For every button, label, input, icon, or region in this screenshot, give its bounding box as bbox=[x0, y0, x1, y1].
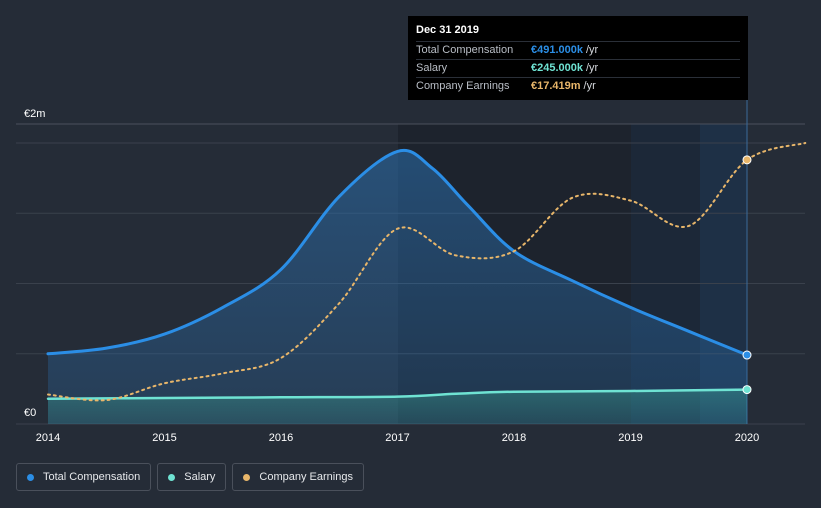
tooltip-label: Company Earnings bbox=[416, 80, 510, 92]
y-tick-label: €0 bbox=[24, 407, 36, 419]
tooltip-unit: /yr bbox=[583, 80, 596, 92]
legend-dot-icon bbox=[168, 473, 176, 481]
x-tick-label: 2017 bbox=[385, 432, 409, 444]
series-marker bbox=[742, 350, 752, 360]
tooltip-row-salary: Salary €245.000k /yr bbox=[416, 59, 740, 77]
tooltip-unit: /yr bbox=[586, 62, 599, 74]
tooltip-row-total: Total Compensation €491.000k /yr bbox=[416, 41, 740, 59]
legend-item-company-earnings[interactable]: Company Earnings bbox=[232, 463, 364, 491]
series-line bbox=[46, 388, 749, 400]
x-tick-label: 2020 bbox=[735, 432, 759, 444]
series-line bbox=[47, 142, 807, 402]
x-tick-label: 2014 bbox=[36, 432, 60, 444]
tooltip-value: €17.419m bbox=[531, 80, 581, 92]
legend-item-total-compensation[interactable]: Total Compensation bbox=[16, 463, 152, 491]
legend-label: Company Earnings bbox=[259, 471, 353, 483]
legend-dot-icon bbox=[27, 473, 34, 481]
x-tick-label: 2019 bbox=[618, 432, 642, 444]
legend-label: Total Compensation bbox=[43, 471, 141, 483]
series-marker bbox=[742, 385, 752, 395]
tooltip-unit: /yr bbox=[586, 44, 599, 56]
tooltip-row-earnings: Company Earnings €17.419m /yr bbox=[416, 77, 740, 95]
tooltip: Dec 31 2019 Total Compensation €491.000k… bbox=[408, 16, 748, 100]
tooltip-label: Total Compensation bbox=[416, 44, 514, 56]
legend: Total Compensation Salary Company Earnin… bbox=[16, 463, 364, 491]
x-tick-label: 2015 bbox=[152, 432, 176, 444]
series-area bbox=[48, 150, 747, 424]
tooltip-title: Dec 31 2019 bbox=[416, 24, 479, 36]
legend-label: Salary bbox=[184, 471, 216, 483]
x-tick-label: 2016 bbox=[269, 432, 293, 444]
tooltip-label: Salary bbox=[416, 62, 448, 74]
tooltip-value: €491.000k bbox=[531, 44, 583, 56]
legend-item-salary[interactable]: Salary bbox=[157, 463, 227, 491]
legend-dot-icon bbox=[243, 473, 251, 481]
x-tick-label: 2018 bbox=[502, 432, 526, 444]
series-marker bbox=[742, 155, 752, 165]
y-tick-label: €2m bbox=[24, 108, 45, 120]
tooltip-value: €245.000k bbox=[531, 62, 583, 74]
series-line bbox=[46, 148, 749, 357]
